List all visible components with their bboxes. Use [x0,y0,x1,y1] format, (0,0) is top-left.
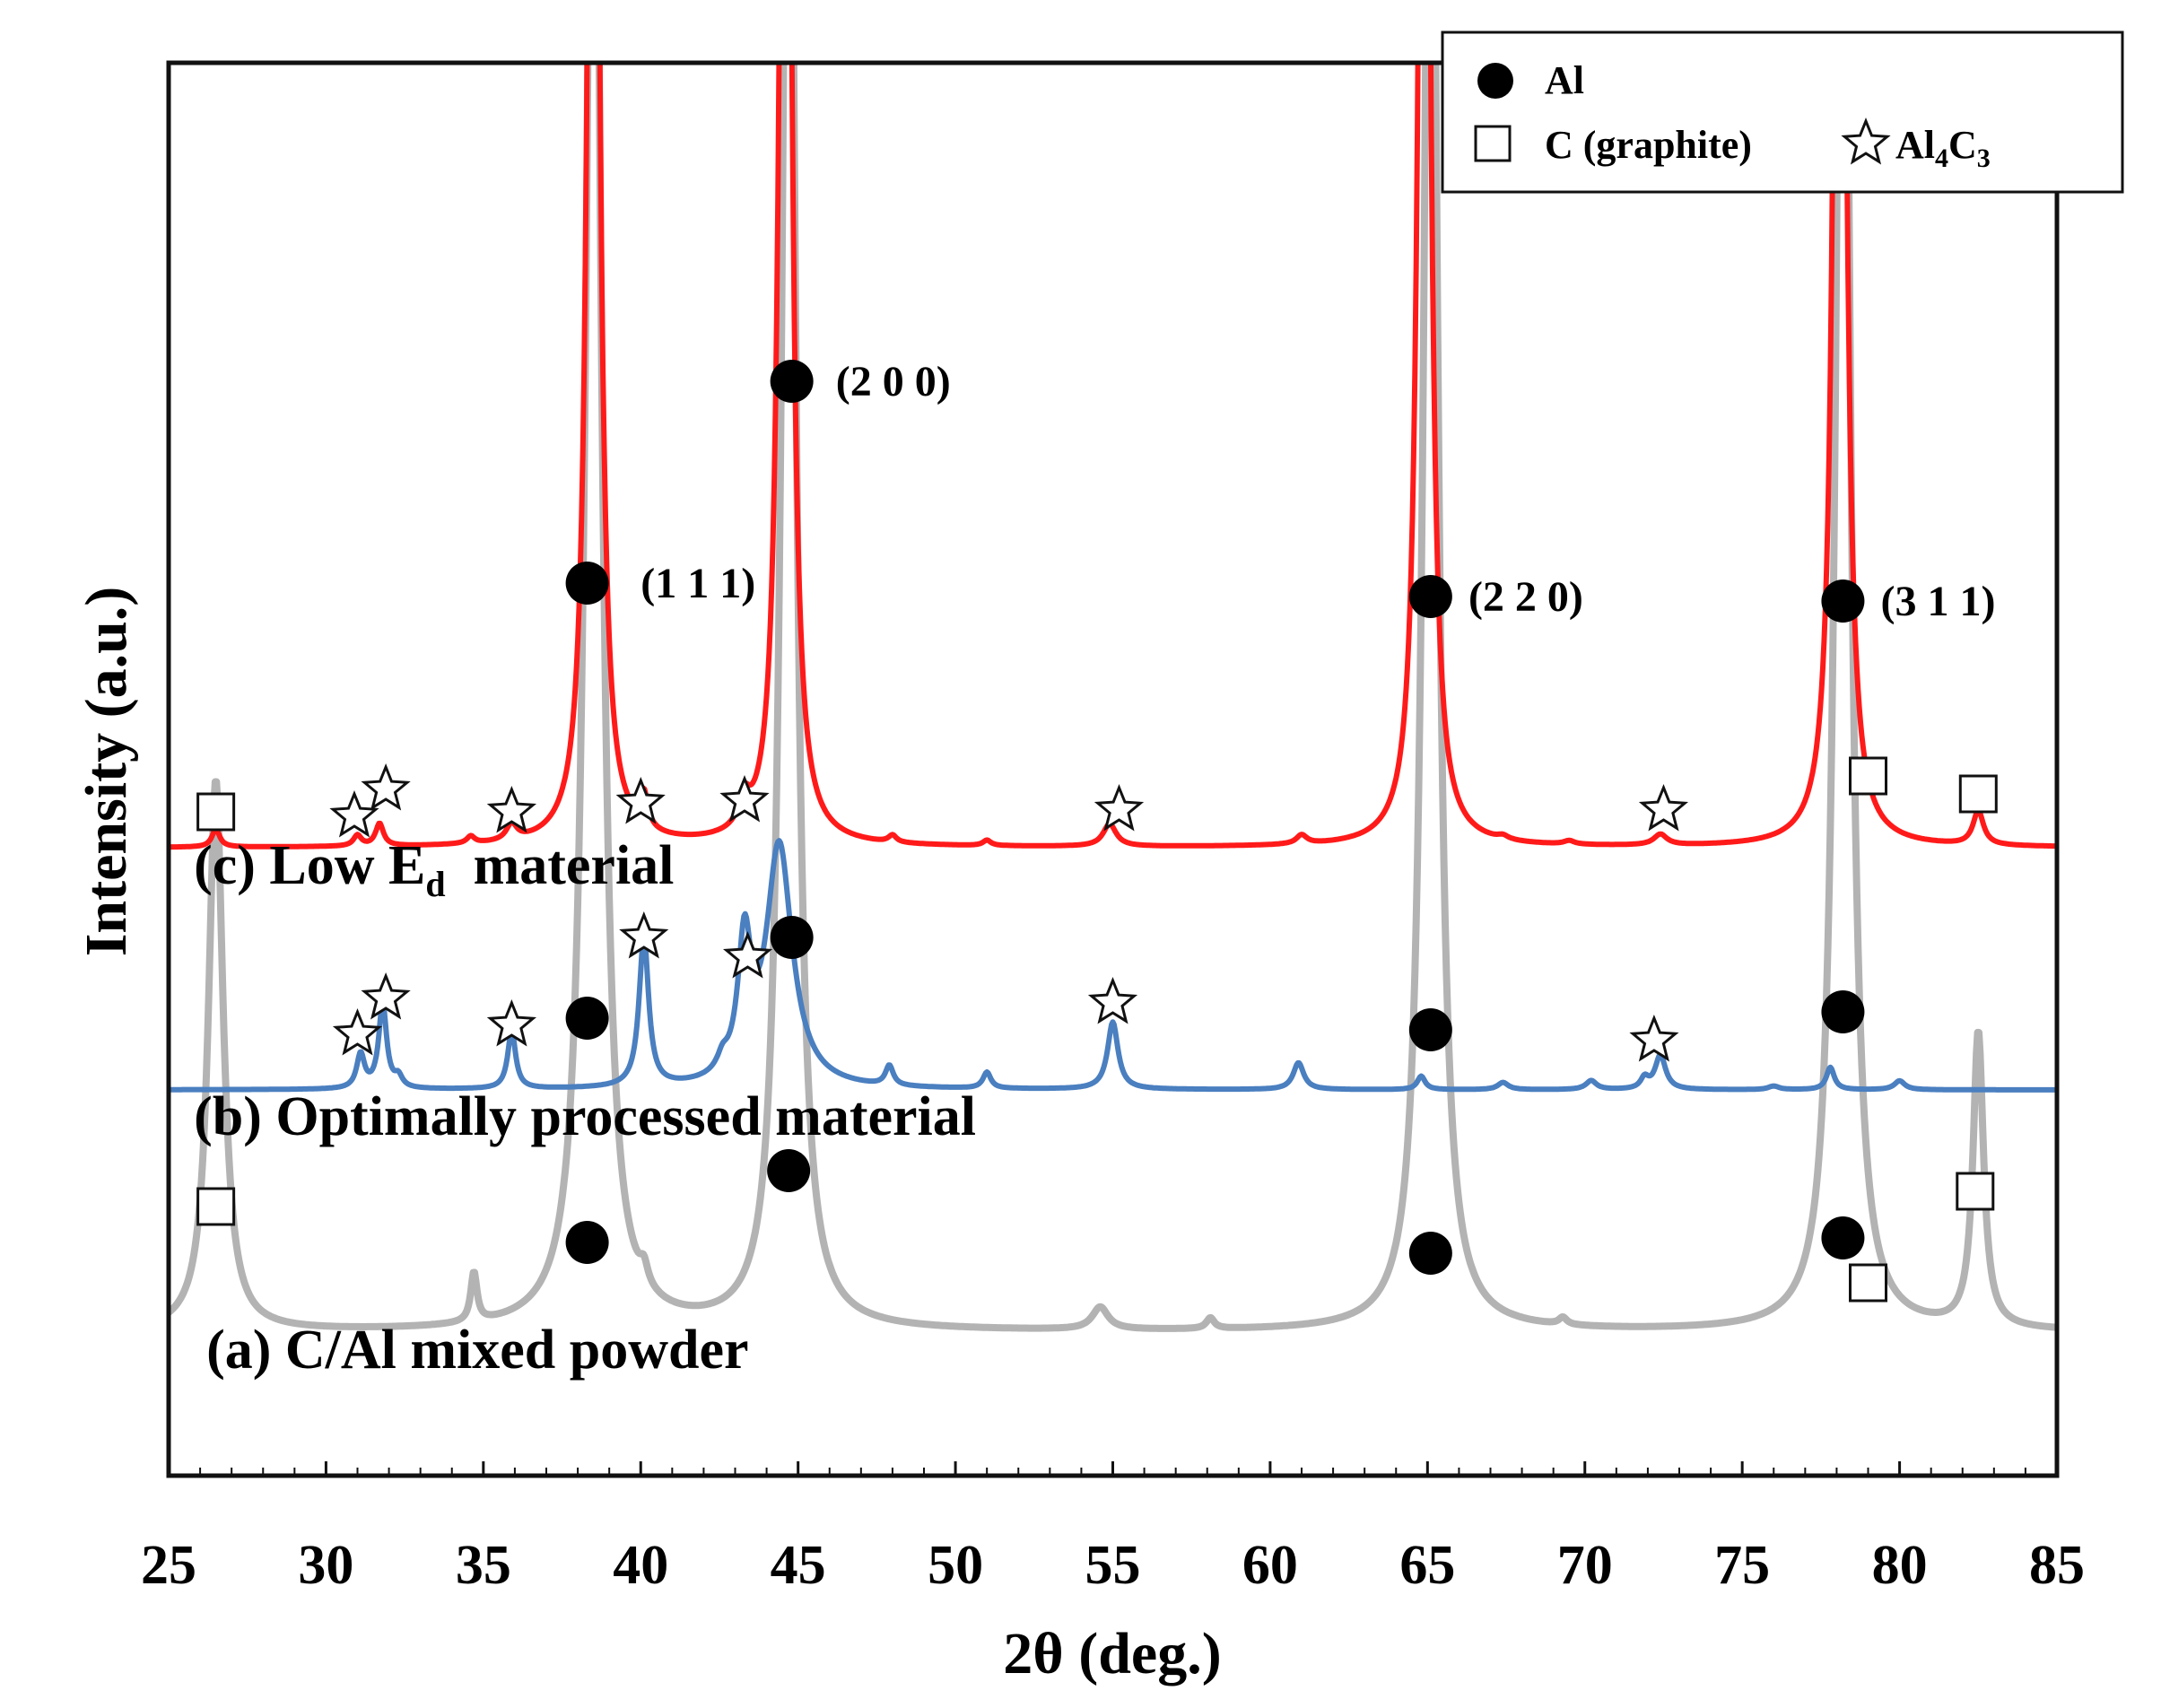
al-peak-marker [1821,990,1865,1033]
al-peak-marker [1821,1216,1865,1259]
x-tick-label: 70 [1557,1535,1613,1596]
al4c3-peak-marker [361,972,411,1020]
legend-circle-icon [1477,63,1513,99]
curve-label-a: (a) C/Al mixed powder [206,1320,748,1381]
curve-label-c: (c) Low Ed material [194,835,674,904]
graphite-peak-marker [1849,1263,1887,1303]
curve-labels-layer: (c) Low Ed material (b) Optimally process… [194,835,976,1381]
legend-al4c3-c: C [1948,123,1977,167]
al-peak-marker [1408,575,1452,618]
x-tick-label: 35 [456,1535,511,1596]
al4c3-peak-marker [332,1007,383,1056]
legend-al4c3-al: Al [1895,123,1935,167]
series-c-line [169,63,2057,850]
al-peak-marker [565,562,609,605]
al4c3-peak-marker [1087,976,1138,1024]
curves-layer [169,63,2057,1332]
al-peak-marker [565,997,609,1040]
al-peak-marker [767,1149,811,1192]
annotations-layer: (1 1 1) (2 0 0) (2 2 0) (3 1 1) [640,358,1995,625]
curve-label-suffix: material [446,835,675,896]
series-b-line [169,838,2057,1093]
x-tick-label: 75 [1714,1535,1770,1596]
al4c3-peak-marker [329,789,379,838]
al-peak-marker [770,916,814,959]
legend-label-al4c3: Al4C3 [1895,123,1991,173]
al4c3-peak-marker [1638,783,1689,832]
x-tick-label: 30 [298,1535,353,1596]
legend-square-icon [1474,125,1512,162]
graphite-peak-marker [1849,756,1887,796]
x-tick-label: 85 [2029,1535,2085,1596]
al4c3-peak-marker [722,930,773,979]
al4c3-peak-marker [361,762,411,811]
al4c3-peak-marker [719,774,770,823]
al4c3-peak-marker [619,911,669,959]
legend-star-icon [1841,117,1891,165]
x-tick-label: 60 [1242,1535,1298,1596]
al-peak-marker [1821,580,1865,623]
plot-frame [166,60,2060,1478]
curve-label-prefix: (c) Low E [194,835,425,896]
hkl-label: (3 1 1) [1881,578,1996,625]
graphite-peak-marker [196,792,236,832]
legend-box [1441,30,2124,194]
graphite-peak-marker [196,1187,236,1226]
graphite-peak-marker [1958,774,1998,814]
al-peak-marker [770,360,814,403]
hkl-label: (2 2 0) [1468,573,1583,621]
al4c3-peak-marker [486,785,537,833]
y-axis-title: Intensity (a.u.) [74,587,139,957]
curve-label-subscript: d [425,864,445,904]
al4c3-peak-marker [615,776,666,824]
x-tick-label: 45 [771,1535,826,1596]
legend-al4c3-sub3: 3 [1977,144,1991,173]
al4c3-peak-marker [1629,1014,1679,1062]
markers-layer [196,360,1998,1303]
al-peak-marker [565,1221,609,1264]
legend-al4c3-sub4: 4 [1935,144,1948,173]
legend: Al C (graphite) Al4C3 [1441,30,2124,194]
curve-label-b: (b) Optimally processed material [194,1086,976,1147]
x-tick-label: 80 [1872,1535,1928,1596]
hkl-label: (1 1 1) [640,560,755,607]
x-tick-label: 65 [1399,1535,1455,1596]
graphite-peak-marker [1956,1172,1995,1211]
al-peak-marker [1408,1008,1452,1051]
x-axis-title: 2θ (deg.) [1003,1621,1221,1686]
series-a-line [169,63,2057,1332]
x-tick-label: 55 [1085,1535,1141,1596]
al4c3-peak-marker [486,998,537,1047]
legend-label-graphite: C (graphite) [1545,123,1752,167]
al4c3-peak-marker [1094,783,1145,832]
legend-label-al: Al [1545,58,1584,102]
al-peak-marker [1408,1232,1452,1275]
x-ticks-layer: 25 30 35 40 45 50 55 60 65 70 75 80 85 [141,1461,2085,1596]
x-tick-label: 40 [613,1535,668,1596]
x-tick-label: 25 [141,1535,196,1596]
hkl-label: (2 0 0) [836,358,951,405]
x-tick-label: 50 [928,1535,983,1596]
